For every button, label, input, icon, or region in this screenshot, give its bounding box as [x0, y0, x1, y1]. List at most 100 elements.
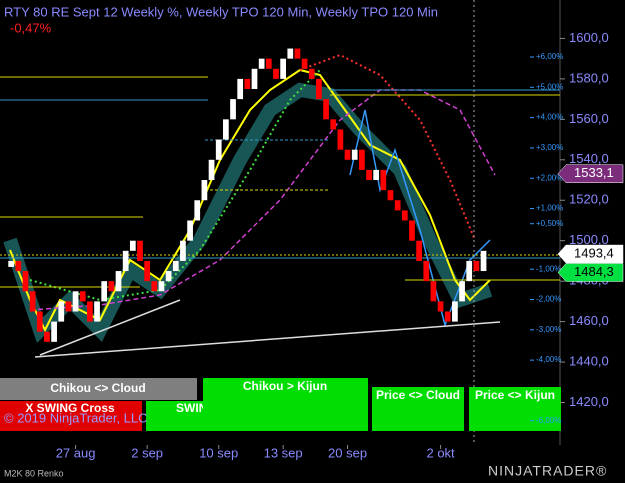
- renko-brick: [394, 200, 401, 211]
- kijun-line: [29, 69, 321, 302]
- renko-brick: [294, 48, 301, 59]
- renko-brick: [473, 260, 480, 272]
- y2-tick-label: -2,00%: [536, 295, 561, 304]
- cloud: [3, 82, 493, 343]
- renko-brick: [201, 180, 208, 201]
- renko-brick: [79, 291, 86, 302]
- y2-tick-label: +0,50%: [536, 219, 563, 228]
- renko-brick: [265, 58, 272, 69]
- cloud-b-line: [29, 89, 496, 311]
- renko-brick: [280, 58, 286, 79]
- price-marker-label: 1493,4: [574, 245, 614, 260]
- signal-label: Price <> Cloud: [376, 388, 460, 402]
- renko-brick: [366, 169, 372, 181]
- y2-tick-label: +4,00%: [536, 113, 563, 122]
- y2-tick-label: +3,00%: [536, 143, 563, 152]
- y-tick-label: 1600,0: [569, 30, 609, 45]
- renko-brick: [215, 139, 222, 160]
- y-tick-label: 1460,0: [569, 313, 609, 328]
- signal-box: [203, 378, 368, 431]
- renko-brick: [287, 48, 294, 59]
- renko-brick: [358, 149, 365, 170]
- renko-brick: [129, 240, 136, 251]
- renko-brick: [36, 311, 43, 332]
- x-tick-label: 10 sep: [199, 445, 238, 460]
- y2-tick-label: -1,00%: [536, 264, 561, 273]
- price-marker-label: 1533,1: [574, 165, 614, 180]
- y2-tick-label: +2,00%: [536, 173, 563, 182]
- renko-brick: [15, 260, 22, 272]
- signal-label: Price <> Kijun: [475, 388, 555, 402]
- renko-brick: [72, 291, 79, 312]
- renko-brick: [158, 281, 165, 292]
- renko-brick: [480, 250, 487, 272]
- renko-brick: [22, 271, 29, 292]
- renko-brick: [344, 149, 351, 160]
- renko-brick: [108, 281, 115, 292]
- renko-brick: [444, 311, 451, 322]
- renko-brick: [180, 240, 186, 261]
- y2-tick-label: +5,00%: [536, 82, 563, 91]
- renko-brick: [122, 250, 129, 272]
- renko-brick: [423, 260, 430, 282]
- renko-brick: [387, 190, 394, 201]
- signal-label: Chikou <> Cloud: [50, 381, 145, 395]
- renko-brick: [251, 68, 258, 89]
- renko-brick: [144, 260, 151, 282]
- y2-tick-label: +6,00%: [536, 52, 563, 61]
- renko-brick: [8, 260, 15, 267]
- renko-brick: [401, 210, 408, 221]
- y2-tick-label: -4,00%: [536, 355, 561, 364]
- renko-brick: [316, 78, 322, 100]
- bricks: [8, 48, 487, 342]
- price-marker-label: 1484,3: [574, 264, 614, 279]
- signal-label: Chikou > Kijun: [243, 379, 327, 393]
- y-tick-label: 1500,0: [569, 232, 609, 247]
- renko-brick: [87, 301, 93, 322]
- renko-brick: [44, 331, 50, 342]
- renko-brick: [301, 58, 308, 69]
- renko-brick: [230, 99, 236, 120]
- chart-title: RTY 80 RE Sept 12 Weekly %, Weekly TPO 1…: [4, 4, 438, 19]
- y-tick-label: 1580,0: [569, 70, 609, 85]
- renko-brick: [58, 301, 65, 322]
- copyright: © 2019 NinjaTrader, LLC: [4, 410, 148, 425]
- renko-brick: [330, 119, 337, 130]
- renko-brick: [351, 149, 358, 160]
- signal-box: [0, 378, 197, 400]
- price-marker: [557, 164, 624, 184]
- x-tick-label: 13 sep: [264, 445, 303, 460]
- signal-label: X SWING Cross: [25, 401, 115, 415]
- renko-brick: [65, 301, 72, 312]
- renko-brick: [208, 159, 215, 181]
- signal-box: [372, 387, 464, 431]
- renko-brick: [244, 78, 251, 89]
- y-tick-label: 1420,0: [569, 394, 609, 409]
- renko-brick: [94, 301, 100, 322]
- renko-brick: [194, 200, 201, 221]
- trend-line: [34, 321, 501, 358]
- instrument-label: M2K 80 Renko: [4, 468, 64, 478]
- price-marker: [557, 244, 624, 264]
- renko-brick: [51, 321, 57, 342]
- renko-brick: [430, 281, 437, 302]
- renko-brick: [308, 68, 315, 79]
- trend-line: [39, 299, 181, 356]
- price-marker: [557, 263, 624, 282]
- signal-box: [469, 387, 561, 431]
- renko-brick: [187, 220, 193, 241]
- x-tick-label: 27 aug: [56, 445, 96, 460]
- renko-brick: [237, 78, 244, 100]
- renko-brick: [380, 169, 387, 191]
- y-tick-label: 1560,0: [569, 111, 609, 126]
- renko-brick: [273, 68, 279, 79]
- renko-brick: [137, 240, 143, 261]
- renko-brick: [101, 281, 108, 302]
- renko-brick: [409, 220, 415, 241]
- y2-tick-label: -6,00%: [536, 416, 561, 425]
- renko-brick: [323, 99, 329, 120]
- renko-brick: [258, 58, 265, 69]
- renko-brick: [115, 271, 122, 292]
- renko-brick: [172, 260, 179, 272]
